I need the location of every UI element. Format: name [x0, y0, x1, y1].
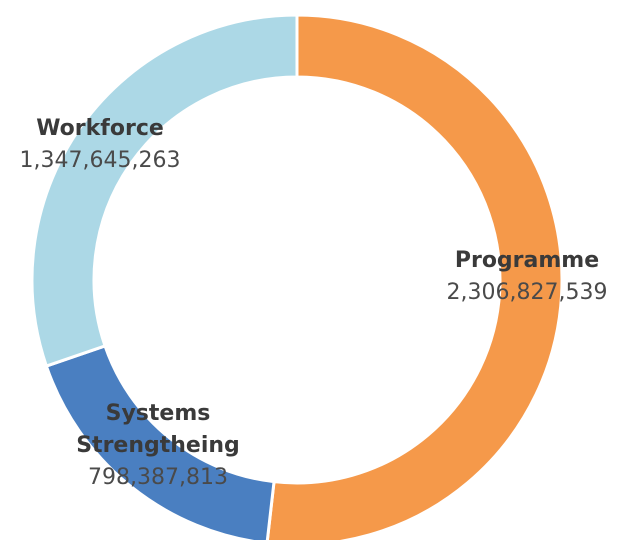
slice-label: Systems Strengtheing: [76, 401, 240, 458]
donut-slice: [265, 13, 564, 540]
slice-label-line: Strengtheing: [76, 433, 240, 458]
slice-value: 798,387,813: [88, 465, 228, 490]
slice-label: Programme: [455, 248, 599, 273]
slice-label-line: Systems: [106, 401, 211, 426]
slice-value: 2,306,827,539: [447, 280, 608, 305]
slice-value: 1,347,645,263: [20, 148, 181, 173]
slice-label: Workforce: [36, 116, 164, 141]
donut-slice: [30, 13, 299, 368]
